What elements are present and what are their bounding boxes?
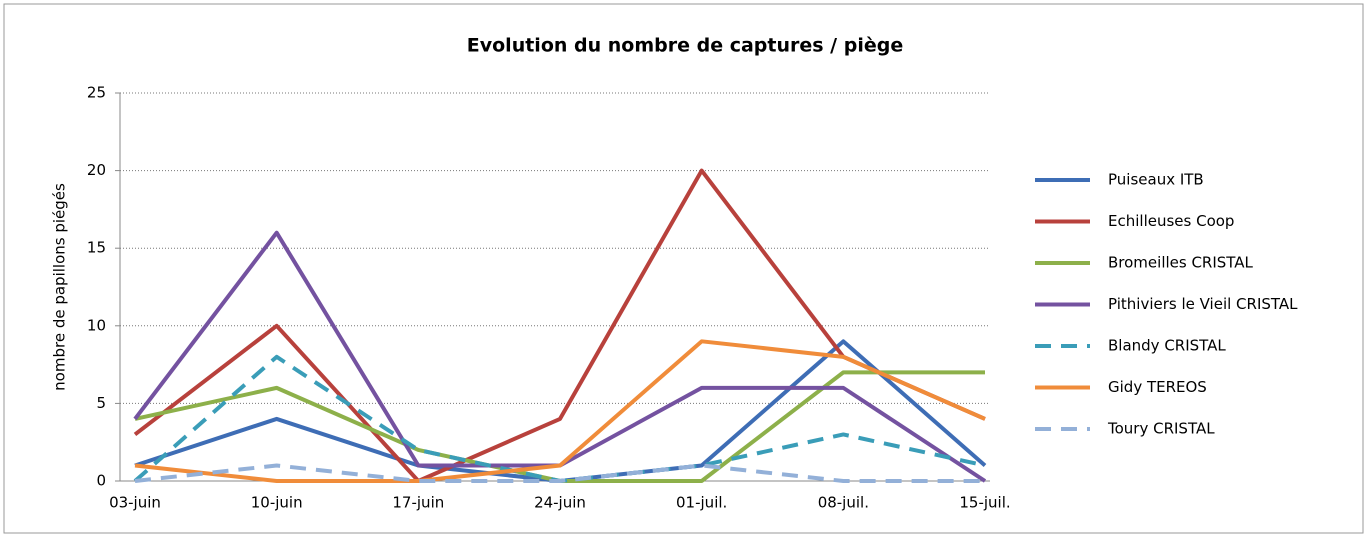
- y-tick-label: 25: [87, 84, 106, 102]
- legend-label: Gidy TEREOS: [1108, 378, 1207, 396]
- chart-title: Evolution du nombre de captures / piège: [467, 35, 903, 57]
- series-line: [134, 463, 985, 483]
- x-tick-label: 17-juin: [392, 494, 444, 512]
- chart-frame: [3, 3, 1364, 534]
- legend-label: Blandy CRISTAL: [1108, 337, 1226, 355]
- x-tick-label: 24-juin: [534, 494, 586, 512]
- x-tick-label: 01-juil.: [676, 494, 727, 512]
- x-tick-label: 10-juin: [251, 494, 303, 512]
- x-tick-label: 15-juil.: [959, 494, 1010, 512]
- y-axis-label: nombre de papillons piégés: [51, 183, 69, 391]
- x-tick-label: 08-juil.: [818, 494, 869, 512]
- legend-label: Bromeilles CRISTAL: [1108, 254, 1254, 272]
- y-tick-label: 15: [87, 239, 106, 257]
- legend-label: Pithiviers le Vieil CRISTAL: [1108, 295, 1298, 313]
- series-line: [134, 339, 986, 483]
- y-tick-label: 0: [96, 472, 106, 490]
- y-tick-label: 20: [87, 161, 106, 179]
- legend-label: Echilleuses Coop: [1108, 212, 1234, 230]
- x-tick-label: 03-juin: [109, 494, 161, 512]
- legend-label: Puiseaux ITB: [1108, 171, 1204, 189]
- y-tick-label: 5: [96, 394, 106, 412]
- legend-label: Toury CRISTAL: [1107, 420, 1215, 438]
- y-tick-label: 10: [87, 316, 106, 334]
